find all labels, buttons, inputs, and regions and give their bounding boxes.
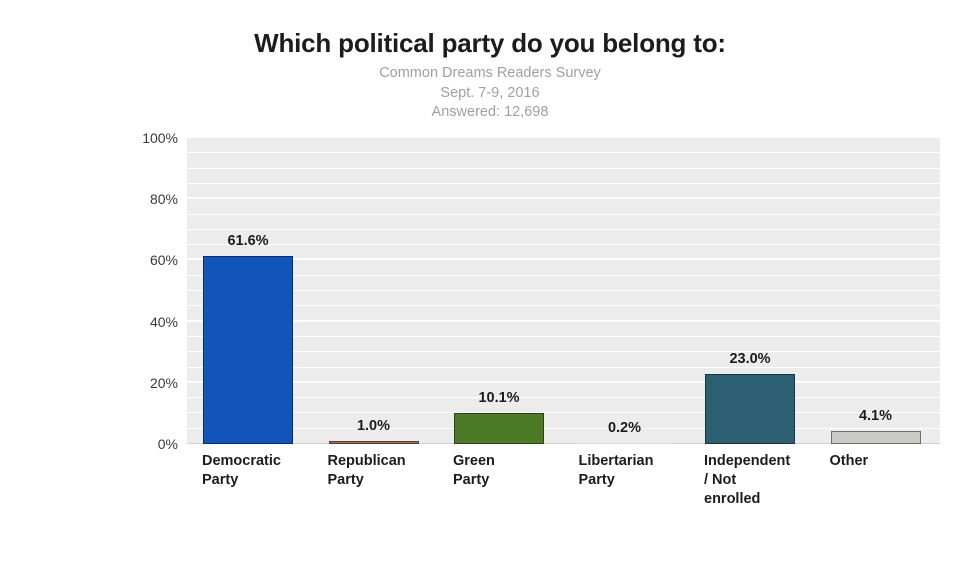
gridline-minor	[187, 152, 940, 154]
bar-value-label: 61.6%	[227, 232, 269, 249]
bar-group: 10.1%	[438, 138, 564, 444]
bar-value-label: 23.0%	[729, 350, 771, 367]
x-axis-label-line: Party	[327, 472, 364, 488]
bar-value-label: 4.1%	[858, 408, 893, 425]
gridline-minor	[187, 290, 940, 291]
x-axis: Democratic Party Republican Party Green Party…	[187, 452, 940, 532]
chart-title: Which political party do you belong to:	[254, 28, 726, 58]
x-axis-category-label: Democratic Party	[202, 452, 318, 490]
x-axis-label-line: Democratic	[202, 453, 281, 469]
y-axis: 100% 80% 60% 40% 20% 0%	[100, 131, 178, 451]
plot-area	[187, 136, 940, 444]
bar[interactable]	[454, 413, 544, 444]
gridline-minor	[187, 335, 940, 337]
gridline-minor	[187, 274, 940, 276]
gridline-minor	[187, 412, 940, 414]
x-axis-label-line: Green	[453, 453, 495, 469]
bar[interactable]	[705, 373, 795, 444]
bar-group: 4.1%	[815, 138, 941, 444]
gridline-minor	[187, 305, 940, 307]
x-axis-label-line: Republican	[327, 453, 406, 469]
y-axis-tick-label: 100%	[142, 130, 178, 146]
gridline-major	[187, 319, 940, 322]
x-axis-label-line: Other	[829, 453, 869, 469]
chart-subtitle-answered: Answered: 12,698	[431, 104, 549, 120]
gridline-major	[187, 380, 940, 383]
bar-group: 1.0%	[313, 138, 439, 444]
gridline-minor	[187, 427, 940, 429]
chart-header: Which political party do you belong to: …	[0, 26, 980, 123]
y-axis-tick-label: 40%	[149, 313, 178, 330]
gridline-minor	[187, 351, 940, 353]
gridline-minor	[187, 213, 940, 215]
x-axis-category-label: Libertarian Party	[579, 452, 695, 490]
bar[interactable]	[203, 255, 293, 444]
y-axis-tick-label: 20%	[149, 374, 178, 391]
bar-value-label: 0.2%	[607, 420, 642, 436]
x-axis-category-label: Independent / Not enrolled	[704, 452, 820, 509]
gridline-major	[187, 258, 940, 261]
bar-group: 0.2%	[564, 138, 690, 444]
x-axis-baseline	[187, 443, 940, 444]
bar-group: 23.0%	[689, 138, 815, 444]
gridline-minor	[187, 366, 940, 368]
bar[interactable]	[830, 431, 921, 444]
x-axis-label-line: Libertarian	[578, 453, 654, 469]
y-axis-tick-label: 80%	[149, 191, 178, 208]
bar[interactable]	[579, 443, 670, 444]
bar-value-label: 1.0%	[356, 417, 391, 434]
gridlines	[187, 136, 940, 444]
bar-group: 61.6%	[187, 138, 313, 444]
gridline-minor	[187, 228, 940, 230]
x-axis-label-line: / Not	[704, 472, 737, 488]
bars-layer: 61.6% 1.0% 10.1% 0.2% 23.0% 4.1%	[187, 138, 940, 444]
chart-subtitle-survey: Common Dreams Readers Survey	[379, 65, 601, 81]
x-axis-label-line: Party	[578, 472, 615, 488]
x-axis-category-label: Republican Party	[328, 452, 444, 490]
x-axis-label-line: Party	[453, 472, 490, 488]
x-axis-label-line: Independent	[704, 453, 791, 469]
gridline-minor	[187, 167, 940, 169]
chart-subtitle-dates: Sept. 7-9, 2016	[440, 84, 540, 101]
gridline-minor	[187, 397, 940, 399]
x-axis-label-line: Party	[202, 472, 239, 488]
gridline-minor	[187, 182, 940, 184]
gridline-major	[187, 197, 940, 200]
gridline-minor	[187, 244, 940, 246]
x-axis-category-label: Green Party	[453, 452, 569, 490]
y-axis-tick-label: 0%	[157, 436, 178, 452]
y-axis-tick-label: 60%	[149, 252, 178, 269]
x-axis-category-label: Other	[830, 452, 946, 471]
bar-value-label: 10.1%	[478, 390, 520, 407]
x-axis-label-line: enrolled	[704, 491, 761, 507]
gridline-major	[187, 136, 940, 138]
bar[interactable]	[328, 440, 419, 444]
